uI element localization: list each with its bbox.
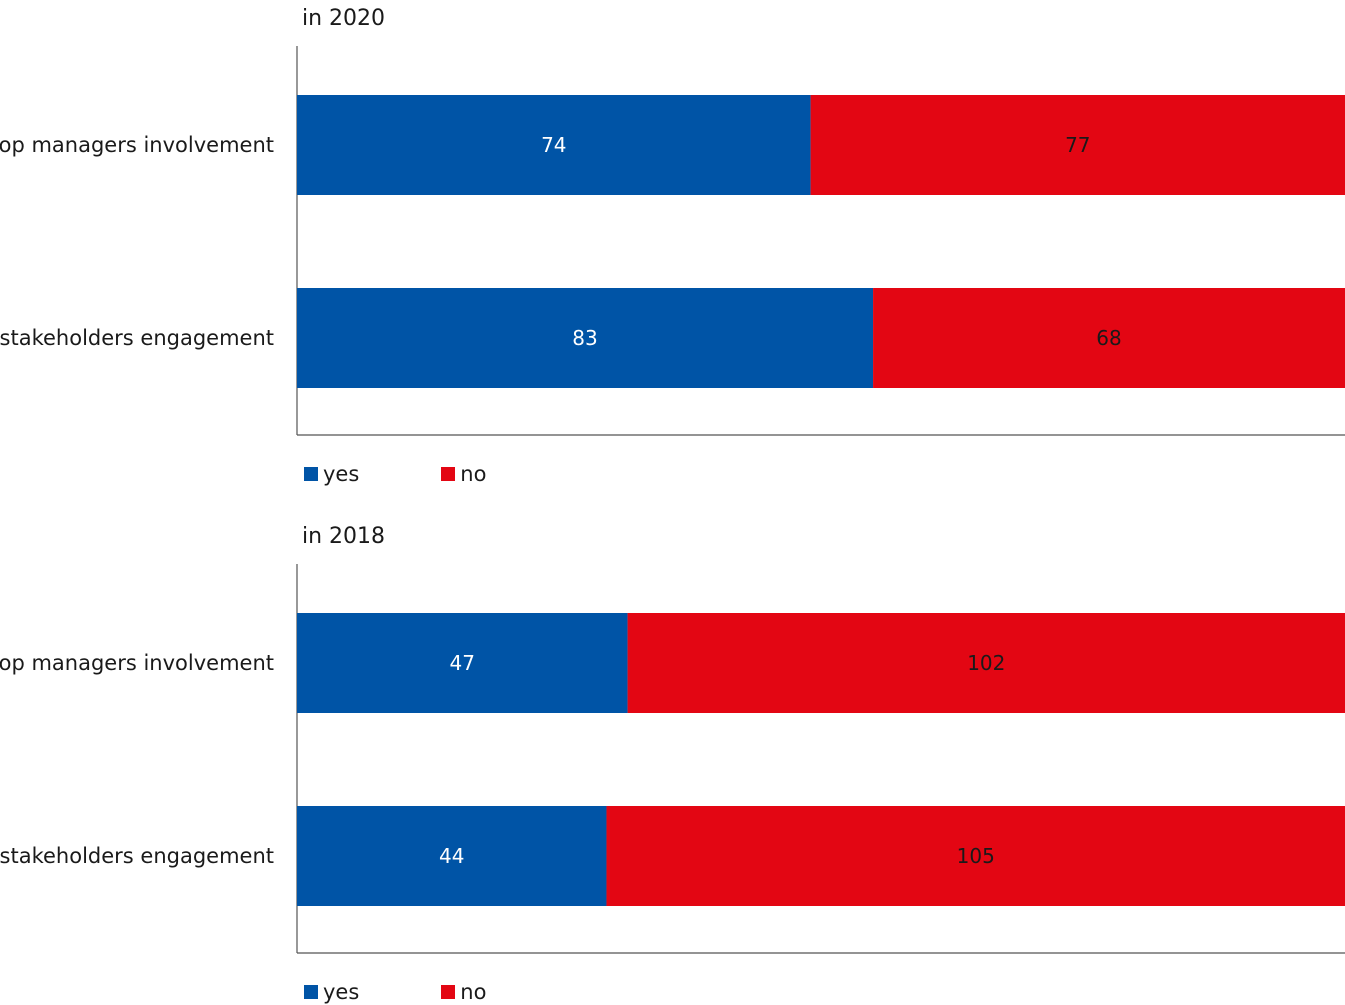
legend-label-no: no — [460, 462, 487, 486]
chart-2020: in 2020 top managers involvement 74 77 stak… — [0, 6, 1345, 491]
legend-swatch-no — [441, 985, 456, 999]
bar-no — [810, 95, 1345, 195]
category-label: top managers involvement — [0, 651, 274, 675]
legend: yes no — [304, 462, 486, 486]
chart-plot: top managers involvement 74 77 stakeholders… — [0, 46, 1345, 436]
legend: yes no — [304, 980, 486, 1004]
legend-swatch-yes — [304, 985, 318, 999]
legend-item-no: no — [441, 462, 486, 486]
bar-yes — [297, 288, 874, 388]
legend-label-yes: yes — [323, 462, 360, 486]
data-label-no: 105 — [957, 844, 995, 868]
data-label-no: 77 — [1065, 133, 1090, 157]
legend-item-no: no — [441, 980, 486, 1004]
legend-item-yes: yes — [304, 462, 359, 486]
bar-no — [627, 613, 1345, 713]
bar-yes — [297, 95, 811, 195]
chart-plot: top managers involvement 47 102 stakeholder… — [0, 564, 1345, 954]
category-label: stakeholders engagement — [0, 844, 274, 868]
data-label-no: 68 — [1096, 326, 1121, 350]
chart-2018: in 2018 top managers involvement 47 102 sta… — [0, 524, 1345, 1005]
bar-yes — [297, 613, 628, 713]
bar-no — [606, 806, 1345, 906]
chart-title: in 2018 — [302, 524, 386, 549]
bar-no — [873, 288, 1345, 388]
data-label-yes: 47 — [450, 651, 475, 675]
legend-item-yes: yes — [304, 980, 359, 1004]
bar-yes — [297, 806, 607, 906]
legend-swatch-yes — [304, 467, 318, 481]
data-label-yes: 83 — [572, 326, 597, 350]
data-label-no: 102 — [967, 651, 1005, 675]
legend-label-yes: yes — [323, 980, 360, 1004]
legend-label-no: no — [460, 980, 487, 1004]
chart-title: in 2020 — [302, 6, 386, 31]
data-label-yes: 44 — [439, 844, 464, 868]
legend-swatch-no — [441, 467, 456, 481]
category-label: top managers involvement — [0, 133, 274, 157]
data-label-yes: 74 — [541, 133, 566, 157]
category-label: stakeholders engagement — [0, 326, 274, 350]
